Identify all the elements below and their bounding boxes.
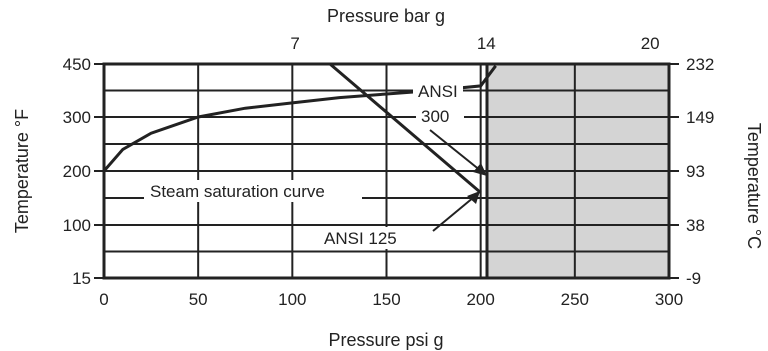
y-tick-label-15: 15 bbox=[72, 269, 91, 288]
x-tick-label-200: 200 bbox=[466, 290, 494, 309]
x-tick-label-250: 250 bbox=[561, 290, 589, 309]
y2-tick-label--9: -9 bbox=[686, 269, 701, 288]
x2-axis-title: Pressure bar g bbox=[327, 6, 445, 26]
x2-tick-label-14: 14 bbox=[477, 34, 496, 53]
x-tick-label-100: 100 bbox=[278, 290, 306, 309]
y2-tick-label-149: 149 bbox=[686, 108, 714, 127]
x-axis-title: Pressure psi g bbox=[328, 330, 443, 350]
ansi300-label-line2: 300 bbox=[421, 107, 449, 126]
x2-tick-label-20: 20 bbox=[641, 34, 660, 53]
x2-tick-label-7: 7 bbox=[290, 34, 299, 53]
ansi-125-line bbox=[329, 62, 482, 194]
ansi300-label-bg-2 bbox=[416, 104, 464, 126]
x-tick-label-50: 50 bbox=[189, 290, 208, 309]
y-tick-label-300: 300 bbox=[63, 108, 91, 127]
ansi125-arrowhead bbox=[467, 191, 480, 204]
x-tick-label-300: 300 bbox=[655, 290, 683, 309]
ansi300-label-bg-1 bbox=[413, 79, 463, 101]
y2-tick-label-232: 232 bbox=[686, 55, 714, 74]
x-tick-label-0: 0 bbox=[99, 290, 108, 309]
ansi300-label-line1: ANSI bbox=[418, 82, 458, 101]
y-axis-title-left: Temperature °F bbox=[12, 109, 32, 233]
steam-saturation-label: Steam saturation curve bbox=[150, 182, 325, 201]
y-axis-title-right: Temperature °C bbox=[744, 123, 764, 249]
ansi300-arrowhead bbox=[473, 163, 487, 176]
y-tick-label-200: 200 bbox=[63, 162, 91, 181]
ansi125-arrow bbox=[432, 196, 475, 232]
ansi125-label-bg bbox=[318, 227, 426, 249]
x-tick-label-150: 150 bbox=[372, 290, 400, 309]
y2-tick-label-93: 93 bbox=[686, 162, 705, 181]
steam-label-bg bbox=[144, 180, 362, 202]
y2-tick-label-38: 38 bbox=[686, 216, 705, 235]
ansi300-arrow bbox=[429, 129, 482, 172]
ansi125-label: ANSI 125 bbox=[324, 229, 397, 248]
y-tick-label-100: 100 bbox=[63, 216, 91, 235]
y-tick-label-450: 450 bbox=[63, 55, 91, 74]
